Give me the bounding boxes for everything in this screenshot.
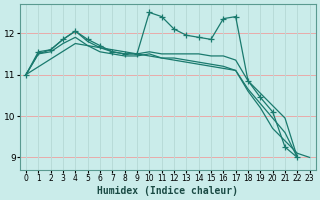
X-axis label: Humidex (Indice chaleur): Humidex (Indice chaleur) (97, 186, 238, 196)
